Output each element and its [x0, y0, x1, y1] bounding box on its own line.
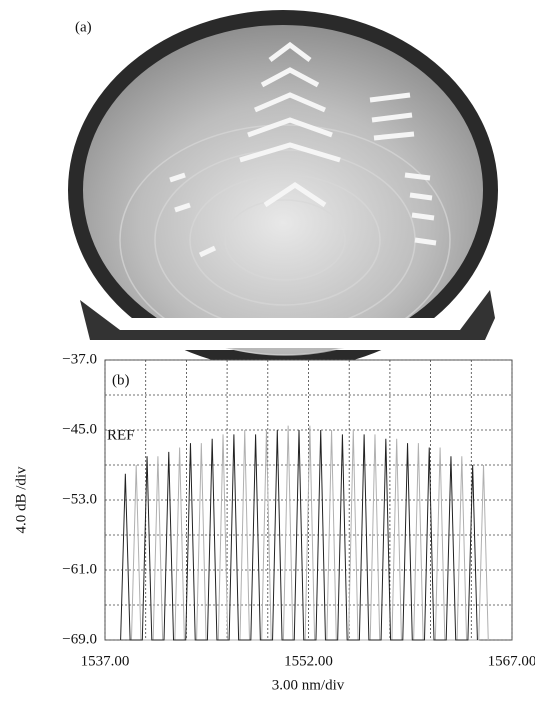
y-tick-label: −37.0	[62, 351, 97, 367]
holder-edge	[80, 290, 495, 340]
x-tick-label: 1567.00	[488, 653, 535, 669]
spectrum-line	[130, 425, 489, 641]
panel-label: (b)	[112, 372, 130, 388]
y-axis-label: 4.0 dB /div	[13, 466, 29, 534]
waveguide-chevrons	[169, 41, 437, 258]
spectrum-line	[120, 429, 478, 641]
y-tick-label: −61.0	[62, 561, 97, 577]
y-tick-label: −53.0	[62, 491, 97, 507]
x-axis-label: 3.00 nm/div	[272, 677, 345, 693]
x-tick-label: 1537.00	[81, 653, 130, 669]
y-tick-label: −69.0	[62, 631, 97, 647]
photo: (a)	[68, 10, 498, 370]
panel-label: (a)	[75, 19, 92, 35]
annotation: REF	[107, 427, 135, 443]
y-tick-label: −45.0	[62, 421, 97, 437]
x-tick-label: 1552.00	[284, 653, 333, 669]
